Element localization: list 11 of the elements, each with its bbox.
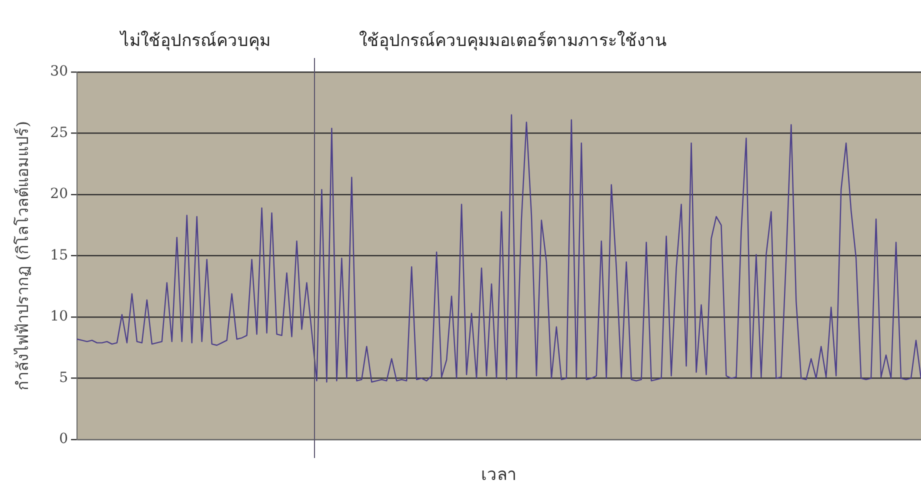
y-tick-label: 15 [50, 247, 68, 264]
y-tick-label: 30 [50, 64, 68, 80]
y-tick-label: 5 [59, 370, 68, 386]
y-axis-title: กำลังไฟฟ้าปรากฏ (กิโลโวลต์แอมแปร์) [12, 121, 32, 391]
x-axis-title: เวลา [481, 465, 518, 486]
text: ใช้อุปกรณ์ควบคุมมอเตอร์ตามภาระใช้งาน [359, 30, 668, 51]
y-tick-label: 20 [50, 186, 68, 202]
y-tick-label: 25 [50, 124, 68, 141]
text: ไม่ใช้อุปกรณ์ควบคุม [118, 30, 271, 51]
y-tick-label: 0 [59, 431, 68, 448]
y-tick-label: 10 [50, 308, 68, 325]
